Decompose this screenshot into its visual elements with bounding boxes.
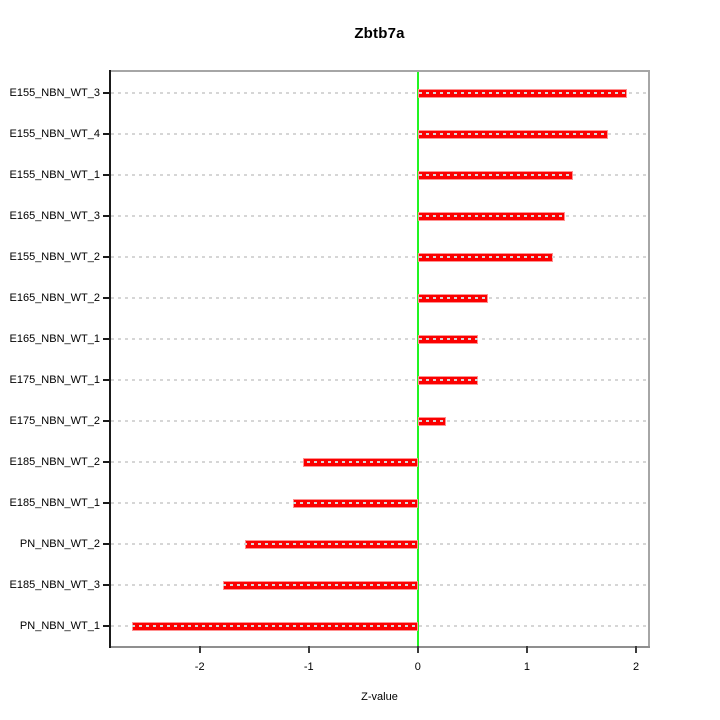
y-axis-label: PN_NBN_WT_2 <box>19 538 100 550</box>
y-axis-label: E185_NBN_WT_1 <box>9 497 101 509</box>
gridline <box>111 215 648 217</box>
gridline <box>111 502 648 504</box>
x-axis-tick-label: 1 <box>523 661 530 673</box>
y-axis-label: E165_NBN_WT_2 <box>9 292 101 304</box>
gridline <box>111 92 648 94</box>
y-axis-tick <box>103 338 111 340</box>
y-axis-tick <box>103 420 111 422</box>
y-axis-label: E155_NBN_WT_3 <box>9 87 101 99</box>
y-axis-tick <box>103 297 111 299</box>
y-axis-label: E185_NBN_WT_3 <box>9 579 101 591</box>
gridline <box>111 297 648 299</box>
y-axis-tick <box>103 92 111 94</box>
gridline <box>111 584 648 586</box>
x-axis-title: Z-value <box>361 691 398 703</box>
x-axis-tick-label: 0 <box>414 661 421 673</box>
plot-border-left <box>109 70 111 648</box>
gridline <box>111 420 648 422</box>
y-axis-label: PN_NBN_WT_1 <box>19 620 100 632</box>
y-axis-tick <box>103 133 111 135</box>
y-axis-label: E155_NBN_WT_4 <box>9 128 101 140</box>
y-axis-tick <box>103 543 111 545</box>
plot-border-top <box>111 70 650 72</box>
x-axis-tick <box>635 646 637 653</box>
y-axis-label: E185_NBN_WT_2 <box>9 456 101 468</box>
gridline <box>111 338 648 340</box>
x-axis-tick-label: 2 <box>632 661 640 673</box>
gridline <box>111 461 648 463</box>
x-axis-tick <box>307 646 310 653</box>
gridline <box>111 543 648 545</box>
x-axis-tick-label: -2 <box>194 661 205 673</box>
zero-reference-line <box>416 72 419 646</box>
y-axis-tick <box>103 584 111 586</box>
y-axis-tick <box>103 502 111 504</box>
plot-border-bottom <box>109 646 650 648</box>
plot-area <box>109 70 650 648</box>
gridline <box>111 174 648 176</box>
x-axis-tick <box>525 646 528 653</box>
x-axis-tick <box>198 646 201 653</box>
gridline <box>111 133 648 135</box>
plot-border-right <box>648 70 650 648</box>
y-axis-tick <box>103 174 111 176</box>
y-axis-tick <box>103 461 111 463</box>
y-axis-label: E155_NBN_WT_1 <box>9 169 101 181</box>
chart-title: Zbtb7a <box>354 25 405 42</box>
y-axis-tick <box>103 256 111 258</box>
y-axis-label: E155_NBN_WT_2 <box>9 251 101 263</box>
y-axis-tick <box>103 379 111 381</box>
y-axis-label: E175_NBN_WT_2 <box>9 415 101 427</box>
gridline <box>111 256 648 258</box>
y-axis-tick <box>103 215 111 217</box>
y-axis-label: E175_NBN_WT_1 <box>9 374 101 386</box>
gridline <box>111 379 648 381</box>
y-axis-label: E165_NBN_WT_1 <box>9 333 101 345</box>
x-axis-tick <box>416 646 419 653</box>
y-axis-tick <box>103 625 111 627</box>
y-axis-label: E165_NBN_WT_3 <box>9 210 101 222</box>
gridline <box>111 625 648 627</box>
x-axis-tick-label: -1 <box>303 661 314 673</box>
